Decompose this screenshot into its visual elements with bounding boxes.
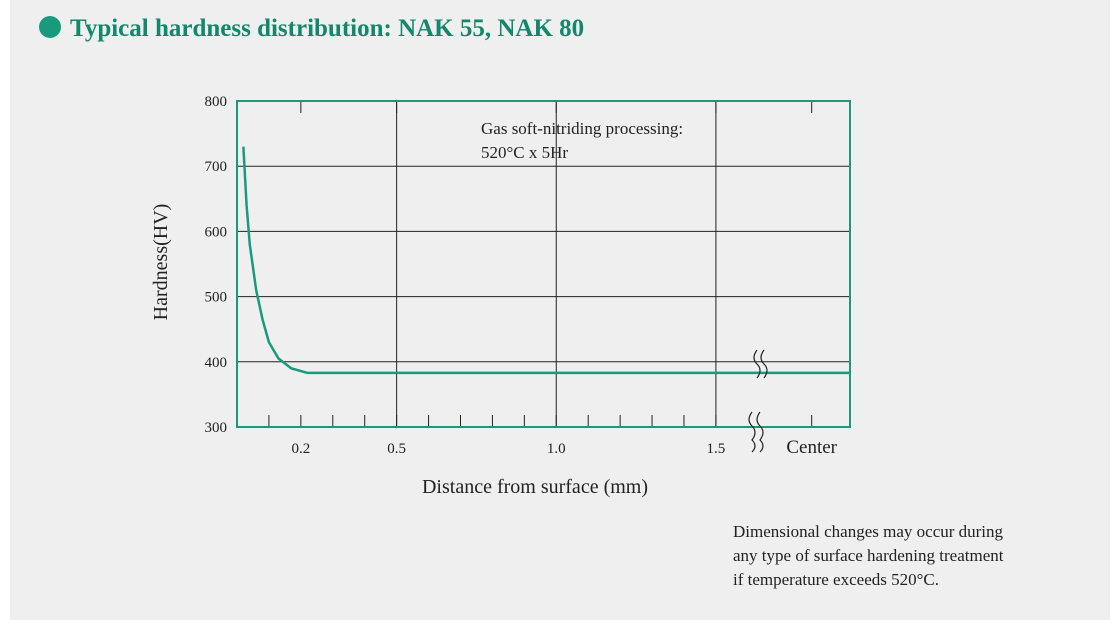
y-axis-label: Hardness(HV) bbox=[150, 204, 172, 321]
note: any type of surface hardening treatment bbox=[733, 546, 1004, 565]
annotation: 520°C x 5Hr bbox=[481, 143, 568, 162]
y-tick-label: 600 bbox=[205, 224, 228, 240]
annotation: Gas soft-nitriding processing: bbox=[481, 119, 683, 138]
y-tick-label: 500 bbox=[205, 290, 228, 306]
plot: 300 400 500 600 700 800 0.2 0.5 1.0 1.5 Center bbox=[205, 94, 851, 458]
chart-title: Typical hardness distribution: NAK 55, N… bbox=[70, 15, 584, 42]
y-tick-label: 400 bbox=[205, 355, 228, 371]
x-tick-label: 1.0 bbox=[547, 441, 566, 457]
note: if temperature exceeds 520°C. bbox=[733, 570, 939, 589]
x-tick-label: Center bbox=[786, 437, 837, 458]
y-tick-label: 700 bbox=[205, 159, 228, 175]
plot-frame bbox=[236, 100, 851, 428]
x-axis-label: Distance from surface (mm) bbox=[422, 476, 648, 498]
x-tick-label: 1.5 bbox=[707, 441, 726, 457]
axis-break bbox=[753, 349, 768, 379]
axis-break bbox=[748, 411, 764, 453]
bullet bbox=[39, 16, 61, 38]
line bbox=[242, 146, 850, 375]
panel bbox=[10, 0, 1110, 620]
y-tick-label: 800 bbox=[205, 94, 228, 110]
y-tick-label: 300 bbox=[205, 420, 228, 436]
x-tick-label: 0.5 bbox=[387, 441, 406, 457]
x-tick-label: 0.2 bbox=[291, 441, 310, 457]
note: Dimensional changes may occur during bbox=[733, 522, 1004, 541]
